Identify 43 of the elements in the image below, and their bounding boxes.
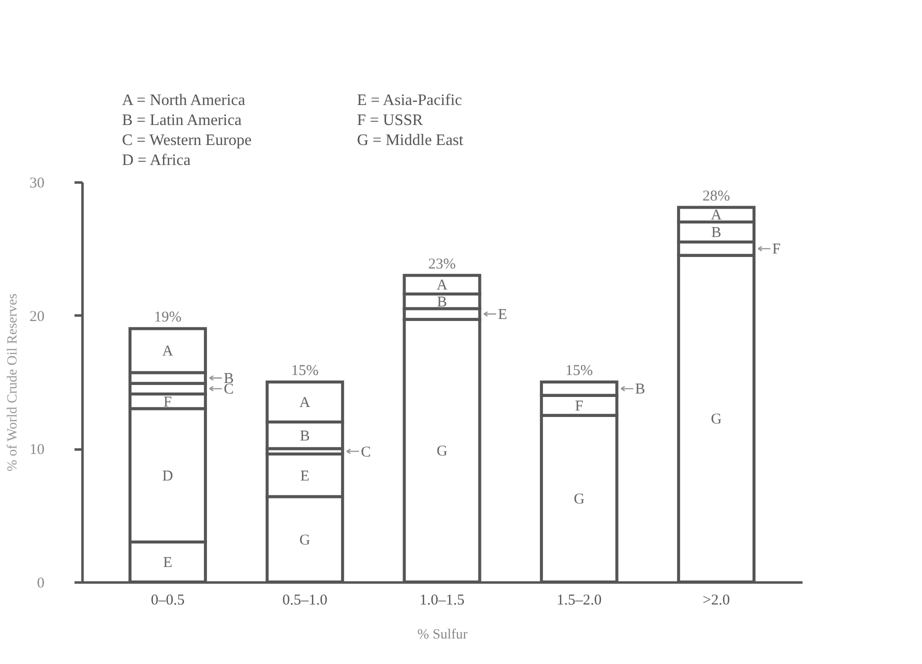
total-label: 19%: [154, 310, 182, 326]
y-tick-label: 10: [30, 442, 44, 458]
text: A: [436, 278, 448, 294]
text: F: [772, 242, 781, 258]
series-label: D: [162, 468, 174, 484]
series-label: B: [436, 294, 448, 310]
text: B = Latin America: [122, 112, 242, 129]
series-label: A: [710, 208, 722, 224]
text: C: [360, 444, 371, 460]
y-tick-label: 30: [30, 176, 44, 192]
y-tick-label: 20: [30, 308, 44, 325]
text: A: [162, 344, 174, 360]
total-label: 28%: [702, 188, 730, 204]
total-label: 15%: [565, 363, 593, 379]
x-axis-title: % Sulfur: [417, 628, 468, 642]
text: G: [436, 444, 448, 460]
text: E: [300, 468, 310, 484]
text: B: [300, 428, 310, 444]
text: F = USSR: [357, 112, 424, 129]
series-label: E: [163, 555, 172, 571]
x-tick-label: 0–0.5: [150, 592, 185, 608]
text: B: [711, 225, 722, 241]
x-tick-label: >2.0: [702, 592, 730, 608]
series-label: F: [164, 394, 172, 410]
text: E: [498, 307, 508, 323]
y-tick-label: 0: [37, 576, 44, 592]
text: D = Africa: [122, 152, 191, 169]
text: G: [710, 412, 722, 428]
series-label: G: [574, 492, 585, 508]
text: F: [574, 398, 584, 414]
total-label: 15%: [291, 363, 319, 379]
y-axis-title: % of World Crude Oil Reserves: [6, 294, 20, 472]
text: A = North America: [122, 92, 246, 109]
text: G = Middle East: [357, 132, 464, 149]
text: C = Western Europe: [122, 132, 252, 149]
x-tick-label: 0.5–1.0: [282, 592, 328, 608]
text: G: [299, 532, 310, 548]
total-label: 23%: [428, 256, 456, 272]
text: B: [635, 382, 646, 398]
text: A: [299, 395, 310, 411]
x-tick-label: 1.0–1.5: [420, 592, 464, 608]
x-tick-label: 1.5–2.0: [556, 592, 602, 608]
text: E = Asia-Pacific: [357, 92, 462, 109]
